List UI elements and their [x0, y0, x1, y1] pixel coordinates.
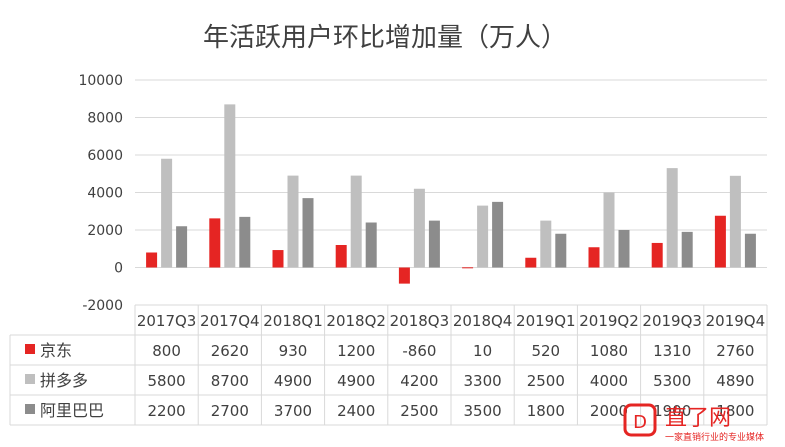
bar-2: [729, 175, 741, 268]
bar-3: [681, 231, 693, 268]
bar-1: [651, 242, 663, 268]
data-label: 1900: [653, 402, 691, 420]
legend-swatch: [25, 344, 35, 354]
y-tick-label: -2000: [82, 298, 123, 314]
bar-1: [398, 267, 410, 284]
data-label: 3700: [274, 402, 312, 420]
bar-2: [540, 220, 552, 268]
data-label: 2000: [590, 402, 628, 420]
data-label: 4200: [400, 372, 438, 390]
bar-3: [744, 233, 756, 268]
legend-swatch: [25, 374, 35, 384]
data-label: 8700: [211, 372, 249, 390]
data-label: 2400: [337, 402, 375, 420]
data-label: 800: [152, 342, 181, 360]
watermark-logo-letter: D: [633, 412, 647, 433]
x-tick-label: 2018Q3: [390, 312, 450, 330]
data-label: 3300: [464, 372, 502, 390]
y-tick-label: 2000: [87, 223, 123, 239]
watermark-name: 直了网: [665, 406, 731, 431]
bar-2: [161, 158, 173, 268]
data-label: 2700: [211, 402, 249, 420]
bar-2: [413, 188, 425, 268]
bar-2: [603, 192, 615, 268]
data-label: 4900: [274, 372, 312, 390]
bar-2: [477, 205, 489, 268]
bar-3: [239, 216, 251, 268]
data-label: 10: [473, 342, 492, 360]
y-tick-label: 0: [114, 261, 123, 277]
bar-1: [525, 257, 537, 268]
x-tick-label: 2019Q3: [642, 312, 702, 330]
data-label: 520: [531, 342, 560, 360]
chart-title: 年活跃用户环比增加量（万人）: [203, 23, 567, 53]
data-label: 4900: [337, 372, 375, 390]
x-tick-label: 2018Q2: [326, 312, 386, 330]
data-label: 2620: [211, 342, 249, 360]
bar-1: [588, 247, 600, 268]
data-label: 2500: [400, 402, 438, 420]
bar-2: [666, 168, 678, 268]
legend-swatch: [25, 404, 35, 414]
data-label: 1200: [337, 342, 375, 360]
data-label: 4000: [590, 372, 628, 390]
bar-3: [428, 220, 440, 268]
legend-label: 拼多多: [40, 371, 88, 390]
data-label: -860: [402, 342, 436, 360]
bar-3: [302, 198, 314, 268]
bar-3: [492, 201, 504, 268]
x-tick-label: 2017Q3: [137, 312, 197, 330]
y-tick-label: 6000: [87, 148, 123, 164]
bar-1: [714, 215, 726, 268]
x-tick-label: 2019Q1: [516, 312, 576, 330]
y-tick-label: 10000: [78, 73, 123, 89]
watermark-tagline: 一家直销行业的专业媒体: [665, 431, 764, 443]
bar-1: [209, 218, 221, 268]
x-tick-label: 2018Q4: [453, 312, 513, 330]
bar-3: [176, 226, 188, 268]
bar-3: [555, 233, 567, 268]
x-tick-label: 2017Q4: [200, 312, 260, 330]
data-label: 5800: [148, 372, 186, 390]
x-tick-label: 2019Q4: [706, 312, 766, 330]
data-label: 1310: [653, 342, 691, 360]
legend-label: 京东: [40, 341, 72, 360]
bar-1: [335, 245, 347, 268]
bar-3: [618, 230, 630, 268]
data-label: 4890: [716, 372, 754, 390]
data-label: 1800: [527, 402, 565, 420]
watermark-logo-icon: [623, 403, 657, 437]
x-tick-label: 2018Q1: [263, 312, 323, 330]
data-label: 1800: [716, 402, 754, 420]
bar-2: [287, 175, 299, 268]
data-label: 2500: [527, 372, 565, 390]
bar-2: [350, 175, 362, 268]
data-label: 3500: [464, 402, 502, 420]
bar-1: [272, 250, 284, 268]
y-tick-label: 8000: [87, 111, 123, 127]
data-label: 2200: [148, 402, 186, 420]
data-label: 1080: [590, 342, 628, 360]
bar-3: [365, 222, 377, 268]
x-tick-label: 2019Q2: [579, 312, 639, 330]
legend-label: 阿里巴巴: [40, 401, 104, 420]
data-label: 5300: [653, 372, 691, 390]
bar-1: [146, 252, 158, 268]
y-tick-label: 4000: [87, 186, 123, 202]
bar-1: [462, 267, 474, 269]
bar-2: [224, 104, 236, 268]
data-label: 930: [279, 342, 308, 360]
data-label: 2760: [716, 342, 754, 360]
